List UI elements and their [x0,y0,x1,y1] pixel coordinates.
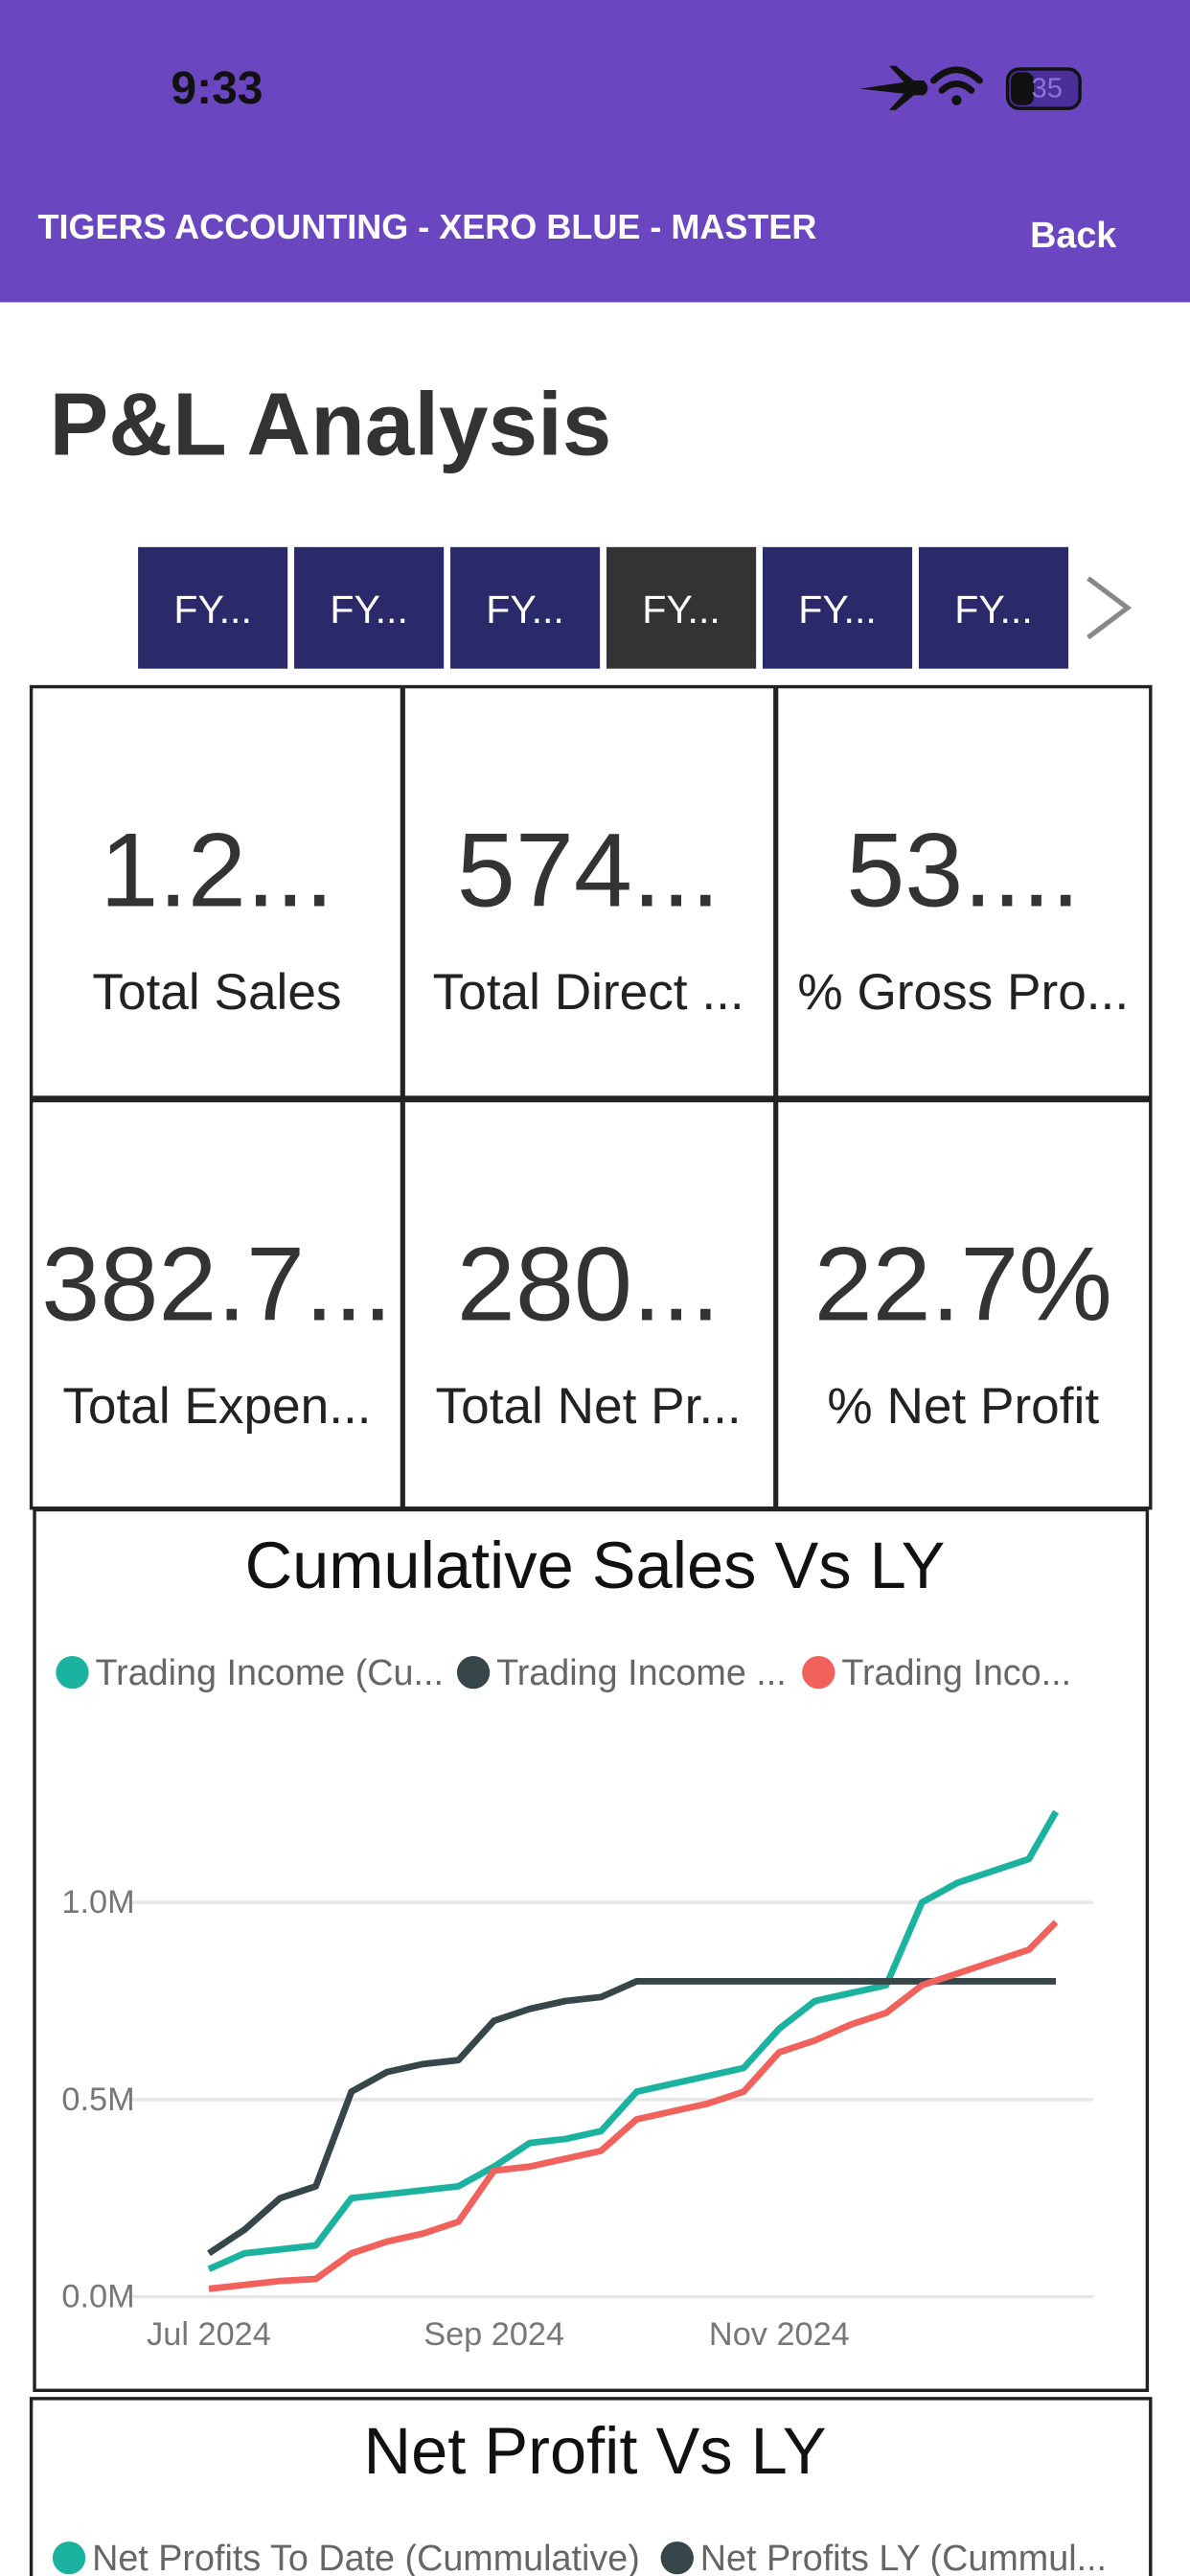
series-line [207,1977,1057,2257]
tab[interactable] [294,546,445,669]
chart-card [33,1507,1150,2392]
kpi-label: % Gross Pro... [797,964,1129,1021]
tab-label: FY... [954,587,1033,632]
legend-marker [660,2542,694,2575]
x-tick-label: Jul 2024 [147,2316,271,2353]
series-line [208,1920,1059,2292]
kpi-value: 22.7% [814,1227,1112,1344]
header-bar [0,0,1190,303]
chart-title: Cumulative Sales Vs LY [245,1529,946,1602]
battery-text: 35 [1032,74,1063,104]
battery-level [1011,72,1035,105]
tab[interactable] [450,546,601,669]
chart-card [29,2397,1153,2576]
tab[interactable] [606,546,757,669]
legend-label: Trading Income (Cu... [95,1652,443,1692]
kpi-value: 53.... [846,813,1080,930]
y-tick-label: 1.0M [61,1884,134,1920]
chart-title: Net Profit Vs LY [364,2414,827,2488]
tab-label: FY... [173,587,252,632]
legend-marker [802,1656,835,1690]
tabs-next[interactable] [1087,576,1133,640]
tab[interactable] [138,546,288,669]
back-button[interactable]: Back [1030,215,1117,255]
legend-marker [52,2542,86,2575]
tab-label: FY... [330,587,408,632]
tab-label: FY... [486,587,564,632]
legend-marker [456,1656,491,1690]
kpi-value: 1.2... [100,813,333,930]
kpi-label: Total Net Pr... [436,1378,742,1435]
tab-label: FY... [798,587,877,632]
kpi-value: 382.7... [41,1227,392,1344]
wifi-dot [951,95,962,105]
tab-label: FY... [642,587,721,632]
app-title: TIGERS ACCOUNTING - XERO BLUE - MASTER [37,207,816,246]
legend-label: Net Profits To Date (Cummulative) [92,2538,640,2576]
kpi-label: % Net Profit [827,1378,1099,1435]
wifi-icon [929,66,983,94]
legend-label: Trading Inco... [841,1652,1071,1692]
tab[interactable] [918,546,1069,669]
y-tick-label: 0.5M [61,2082,134,2118]
x-tick-label: Nov 2024 [709,2316,850,2353]
kpi-value: 280... [457,1227,721,1344]
series-line [207,1809,1060,2272]
legend-label: Trading Income ... [496,1652,787,1692]
legend-marker [56,1656,89,1690]
kpi-label: Total Expen... [62,1378,371,1435]
kpi-label: Total Direct ... [433,964,744,1021]
tab[interactable] [762,546,913,669]
page-title: P&L Analysis [49,374,611,473]
status-time: 9:33 [171,63,263,114]
kpi-label: Total Sales [92,964,341,1021]
legend-label: Net Profits LY (Cummul... [700,2538,1107,2576]
kpi-value: 574... [457,813,721,930]
y-tick-label: 0.0M [61,2279,134,2315]
x-tick-label: Sep 2024 [423,2316,564,2353]
airplane-icon [859,65,928,110]
